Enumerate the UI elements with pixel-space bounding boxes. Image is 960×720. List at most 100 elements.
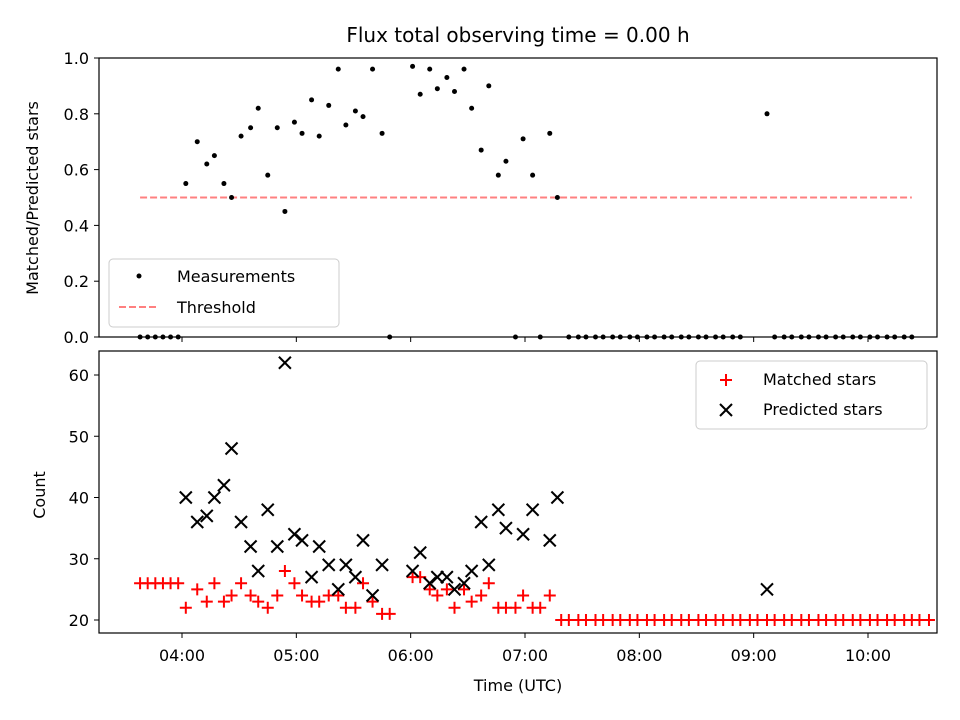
predicted-star-marker — [331, 582, 345, 597]
measurement-point — [764, 111, 770, 117]
predicted-star-marker — [440, 570, 454, 584]
measurement-point — [299, 130, 305, 136]
top-legend: Measurements Threshold — [108, 258, 340, 328]
measurement-point — [211, 153, 217, 159]
matched-star-marker — [225, 589, 238, 602]
bottom-ytick-label: 50 — [69, 427, 89, 446]
matched-star-marker — [208, 577, 221, 590]
measurement-point — [370, 66, 376, 72]
predicted-star-marker — [375, 558, 389, 572]
top-chart-title: Flux total observing time = 0.00 h — [346, 23, 689, 47]
measurement-point — [434, 86, 440, 92]
measurement-point — [503, 158, 509, 164]
top-plot-frame — [98, 57, 938, 338]
top-xticks — [181, 337, 869, 342]
matched-star-marker — [440, 583, 453, 596]
measurement-point — [410, 63, 416, 69]
matched-star-marker — [271, 589, 284, 602]
predicted-star-marker — [200, 509, 214, 523]
predicted-star-marker — [312, 539, 326, 554]
matched-star-marker — [383, 607, 396, 620]
top-yticks: 0.0 0.2 0.4 0.6 0.8 1.0 — [64, 49, 99, 347]
matched-star-marker — [465, 595, 478, 608]
predicted-star-marker — [348, 570, 363, 584]
predicted-star-marker — [550, 490, 565, 505]
predicted-star-marker — [482, 558, 496, 572]
predicted-star-marker — [356, 533, 370, 548]
matched-star-marker — [423, 583, 436, 596]
measurement-point — [265, 172, 271, 178]
predicted-star-marker — [457, 576, 471, 590]
measurement-point — [343, 122, 349, 128]
predicted-star-marker — [261, 503, 275, 517]
matched-star-marker — [191, 583, 204, 596]
matched-star-marker — [922, 614, 935, 626]
predicted-star-marker — [304, 570, 319, 584]
bottom-xtick-label: 08:00 — [616, 646, 662, 665]
measurement-point — [274, 125, 280, 131]
predicted-star-marker — [516, 527, 530, 541]
predicted-star-marker — [464, 564, 479, 578]
top-ytick-label: 0.8 — [64, 105, 89, 124]
bottom-legend-box — [695, 360, 928, 430]
predicted-star-marker — [405, 564, 420, 578]
matched-star-marker — [217, 595, 230, 608]
measurement-point — [530, 172, 536, 178]
bottom-ytick-label: 40 — [69, 489, 89, 508]
top-ytick-label: 0.0 — [64, 328, 89, 347]
measurement-point — [335, 66, 341, 72]
top-plot: 0.0 0.2 0.4 0.6 0.8 1.0 Matched/Predicted sta… — [23, 49, 938, 347]
predicted-star-marker — [190, 515, 204, 529]
measurement-point — [520, 136, 526, 142]
predicted-star-marker — [430, 570, 445, 584]
matched-star-marker — [475, 589, 488, 602]
matched-star-marker — [482, 577, 495, 590]
predicted-star-marker — [499, 521, 513, 535]
matched-star-marker — [179, 601, 192, 614]
measurement-point — [417, 91, 423, 97]
predicted-star-marker — [760, 582, 774, 597]
top-legend-box — [108, 258, 340, 328]
matched-star-marker — [296, 589, 309, 602]
measurement-point — [461, 66, 467, 72]
predicted-star-marker — [543, 533, 557, 548]
matched-star-marker — [431, 589, 444, 602]
bottom-xticks: 04:00 05:00 06:00 07:00 08:00 09:00 10:00 — [159, 633, 891, 665]
predicted-star-marker — [447, 582, 462, 597]
bottom-points — [134, 356, 935, 626]
bottom-ytick-label: 20 — [69, 611, 89, 630]
measurement-point — [309, 97, 315, 103]
matched-star-marker — [288, 577, 301, 590]
bottom-yticks: 20 30 40 50 60 — [69, 366, 99, 630]
predicted-star-marker — [270, 539, 284, 554]
matched-star-marker — [448, 601, 461, 614]
predicted-star-marker — [217, 478, 231, 492]
matched-star-marker — [357, 577, 370, 590]
matched-star-marker — [349, 601, 362, 614]
measurement-point — [248, 125, 254, 131]
measurement-point — [316, 133, 322, 139]
bottom-ytick-label: 60 — [69, 366, 89, 385]
predicted-star-marker — [491, 503, 506, 517]
legend-threshold-label: Threshold — [176, 298, 256, 317]
measurement-point — [326, 102, 332, 108]
matched-star-marker — [509, 601, 522, 614]
measurement-point — [360, 114, 366, 120]
measurement-point — [451, 88, 457, 94]
top-ytick-label: 1.0 — [64, 49, 89, 68]
predicted-star-marker — [234, 515, 248, 529]
matched-star-marker — [366, 595, 379, 608]
measurement-point — [291, 119, 297, 125]
top-y-axis-label: Matched/Predicted stars — [23, 101, 42, 295]
matched-star-marker — [517, 589, 530, 602]
bottom-plot-frame — [98, 350, 938, 634]
measurement-point — [194, 139, 200, 145]
bottom-xtick-label: 10:00 — [845, 646, 891, 665]
top-ytick-label: 0.2 — [64, 272, 89, 291]
measurement-point — [469, 105, 475, 111]
matched-star-marker — [534, 601, 547, 614]
matched-star-marker — [261, 601, 274, 614]
measurement-point — [183, 181, 189, 187]
x-axis-label: Time (UTC) — [473, 676, 562, 695]
